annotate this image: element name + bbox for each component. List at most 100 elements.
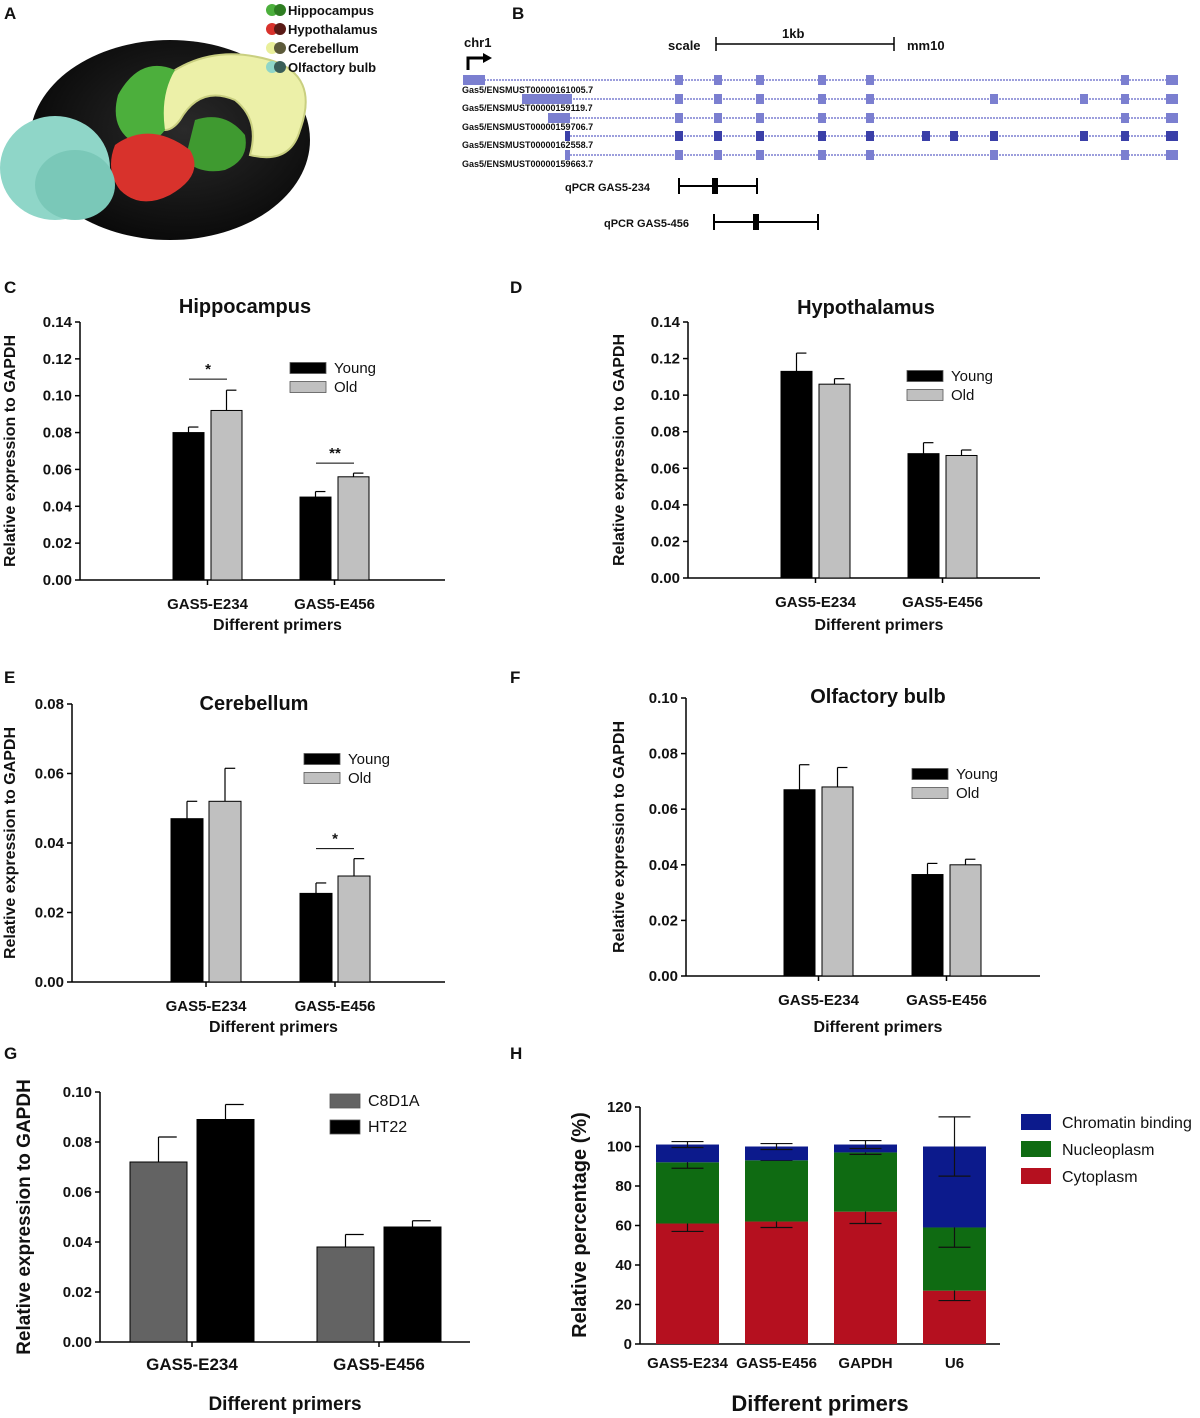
- qpcr-label-456: qPCR GAS5-456: [604, 218, 689, 230]
- transcript-exon: [1166, 131, 1178, 141]
- legend-olfactory: Olfactory bulb: [288, 60, 376, 75]
- y-tick-label: 0.00: [63, 1334, 92, 1351]
- transcript-exon: [818, 75, 826, 85]
- transcript-exon: [675, 150, 683, 160]
- y-tick-label: 40: [615, 1257, 632, 1274]
- transcript-exon: [1121, 150, 1129, 160]
- bar-young: [907, 453, 940, 579]
- bar-old: [337, 875, 371, 983]
- y-tick-label: 0.04: [651, 497, 681, 514]
- transcript-exon: [675, 94, 683, 104]
- x-axis-title: Different primers: [213, 617, 342, 634]
- transcript-exon: [1121, 94, 1129, 104]
- panel-label-b: B: [512, 4, 524, 23]
- y-tick-label: 0.00: [43, 572, 72, 589]
- transcript-exon: [675, 75, 683, 85]
- chart-title: Hippocampus: [179, 296, 311, 318]
- transcript-tracks: [463, 75, 1178, 160]
- y-tick-label: 60: [615, 1218, 632, 1235]
- kb-label: 1kb: [782, 26, 804, 41]
- y-tick-label: 0.08: [35, 696, 64, 713]
- legend-label: Nucleoplasm: [1062, 1142, 1154, 1159]
- bar-old: [337, 476, 370, 581]
- bar-young: [172, 432, 205, 581]
- y-tick-label: 0.14: [651, 314, 681, 331]
- chart-hippocampus: 0.00 0.02 0.04 0.06 0.08 0.10 0.12 0.14 Hippocam…: [2, 296, 445, 634]
- y-tick-label: 0.08: [43, 425, 72, 442]
- qpcr-amplicon-456-exon: [753, 214, 759, 230]
- transcript-label: Gas5/ENSMUST00000159706.7: [462, 122, 593, 132]
- y-axis-title: Relative expression to GAPDH: [611, 721, 628, 953]
- bar-old: [945, 454, 978, 579]
- y-axis-title: Relative expression to GAPDH: [2, 335, 19, 567]
- panel-label-a: A: [4, 4, 16, 23]
- legend-label: Old: [348, 770, 371, 787]
- legend-olfactory-icon-shade: [274, 61, 286, 73]
- bar-old: [949, 864, 982, 977]
- panel-label-f: F: [510, 668, 520, 687]
- x-tick-label: GAS5-E456: [295, 998, 376, 1015]
- genome-browser-frame: [457, 23, 1187, 235]
- scale-label: scale: [668, 38, 701, 53]
- genome-browser: chr1 scale 1kb mm10 Gas5/ENSMUST00000161…: [457, 23, 1187, 235]
- transcript-exon: [463, 75, 485, 85]
- bar-old: [818, 383, 851, 579]
- assembly-label: mm10: [907, 38, 945, 53]
- panel-label-c: C: [4, 278, 16, 297]
- chart-title: Hypothalamus: [797, 297, 935, 319]
- stacked-segment-chromatin-binding: [656, 1144, 719, 1163]
- hippocampus-region: [115, 65, 175, 144]
- bar-young: [170, 818, 204, 983]
- transcript-exon: [1166, 150, 1178, 160]
- chart-hypothalamus: 0.00 0.02 0.04 0.06 0.08 0.10 0.12 0.14 Hypothal…: [611, 297, 1040, 634]
- panel-label-g: G: [4, 1044, 17, 1063]
- y-tick-label: 0.00: [651, 570, 680, 587]
- x-tick-label: GAS5-E456: [902, 594, 983, 611]
- y-tick-label: 0.04: [63, 1234, 93, 1251]
- y-axis-title: Relative percentage (%): [569, 1112, 591, 1338]
- transcript-exon: [756, 75, 764, 85]
- x-tick-label: GAS5-E456: [333, 1355, 425, 1374]
- legend-label: Cytoplasm: [1062, 1169, 1138, 1186]
- y-tick-label: 0.10: [649, 690, 678, 707]
- stacked-segment-nucleoplasm: [834, 1152, 897, 1212]
- y-tick-label: 0.06: [651, 460, 680, 477]
- transcript-exon: [675, 113, 683, 123]
- legend-hippocampus-icon-shade: [274, 4, 286, 16]
- significance-marker: *: [332, 831, 338, 848]
- transcript-exon: [1166, 113, 1178, 123]
- legend-label: Old: [956, 785, 979, 802]
- x-tick-label: GAS5-E234: [778, 992, 860, 1009]
- transcript-label: Gas5/ENSMUST00000159663.7: [462, 159, 593, 169]
- y-tick-label: 0.04: [649, 857, 679, 874]
- legend-swatch: [911, 787, 949, 799]
- significance-marker: *: [205, 361, 211, 378]
- legend-swatch: [329, 1119, 361, 1135]
- legend-label: C8D1A: [368, 1093, 420, 1110]
- transcript-exon: [1166, 94, 1178, 104]
- transcript-exon: [714, 113, 722, 123]
- y-tick-label: 0.12: [651, 351, 680, 368]
- legend-swatch: [1021, 1114, 1051, 1130]
- legend-label: Old: [334, 379, 357, 396]
- stacked-segment-nucleoplasm: [656, 1162, 719, 1224]
- y-tick-label: 0: [624, 1336, 632, 1353]
- x-axis-title: Different primers: [208, 1394, 361, 1415]
- transcript-exon: [990, 150, 998, 160]
- cerebellum-region: [149, 53, 307, 159]
- significance-marker: **: [329, 445, 341, 462]
- transcript-label: Gas5/ENSMUST00000159119.7: [462, 103, 593, 113]
- chromosome-label: chr1: [464, 35, 491, 50]
- y-axis-title: Relative expression to GAPDH: [14, 1079, 35, 1355]
- x-axis-title: Different primers: [814, 1019, 943, 1036]
- brain-legend: Hippocampus Hypothalamus Cerebellum Olfa…: [266, 3, 378, 75]
- y-tick-label: 0.04: [43, 498, 73, 515]
- transcript-exon: [818, 150, 826, 160]
- stacked-segment-cytoplasm: [834, 1211, 897, 1344]
- bar-young: [299, 496, 332, 581]
- transcript-exon: [990, 94, 998, 104]
- bar-young: [299, 892, 333, 983]
- y-tick-label: 0.10: [43, 388, 72, 405]
- stacked-segment-cytoplasm: [745, 1221, 808, 1344]
